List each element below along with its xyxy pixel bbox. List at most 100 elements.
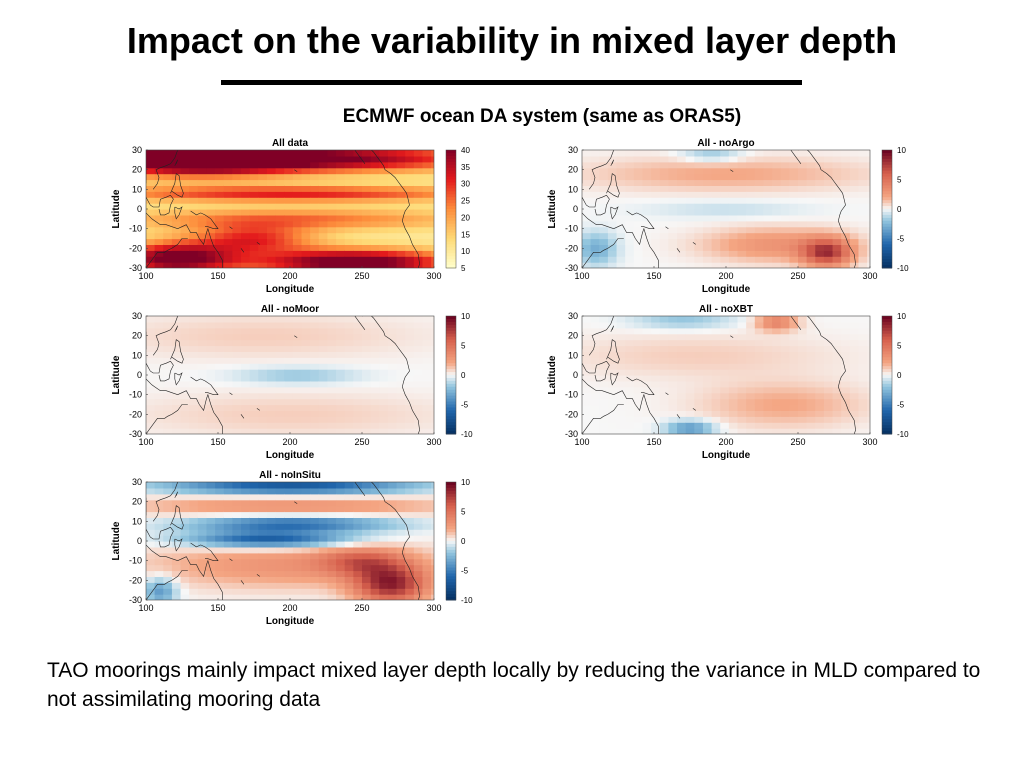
heatmap-cell (206, 517, 216, 524)
heatmap-cell (823, 191, 834, 198)
heatmap-cell (284, 422, 294, 429)
heatmap-cell (625, 410, 635, 417)
heatmap-cell (763, 386, 773, 394)
heatmap-cell (728, 363, 739, 370)
heatmap-cell (841, 398, 851, 406)
heatmap-cell (353, 203, 363, 210)
colorbar-segment (882, 425, 892, 429)
heatmap-cell (197, 339, 208, 347)
heatmap-cell (668, 386, 678, 394)
heatmap-cell (659, 232, 669, 240)
heatmap-cell (379, 369, 389, 376)
heatmap-cell (413, 546, 424, 554)
heatmap-cell (266, 511, 277, 518)
heatmap-cell (163, 499, 173, 507)
heatmap-cell (798, 316, 808, 323)
heatmap-cell (266, 588, 277, 595)
heatmap-cell (823, 262, 834, 268)
heatmap-cell (232, 185, 242, 192)
heatmap-cell (266, 191, 277, 198)
heatmap-cell (241, 232, 251, 240)
heatmap-cell (146, 392, 156, 400)
colorbar-segment (446, 351, 456, 355)
heatmap-cell (292, 564, 303, 572)
heatmap-cell (284, 582, 294, 589)
heatmap-cell (180, 209, 190, 216)
coastline-segment (692, 242, 696, 245)
heatmap-cell (763, 238, 773, 245)
y-tick-label: -30 (129, 263, 142, 273)
heatmap-cell (832, 167, 842, 175)
heatmap-cell (318, 369, 329, 376)
heatmap-cell (232, 173, 242, 181)
heatmap-cell (180, 167, 190, 175)
heatmap-cell (215, 380, 225, 388)
heatmap-cell (387, 250, 398, 257)
heatmap-cell (146, 535, 156, 542)
heatmap-cell (607, 416, 618, 423)
heatmap-cell (737, 333, 747, 341)
coastline-segment (626, 210, 655, 229)
heatmap-cell (841, 191, 851, 198)
heatmap-cell (327, 588, 337, 595)
heatmap-cell (720, 386, 730, 394)
heatmap-cell (728, 179, 739, 186)
heatmap-cell (370, 262, 380, 268)
heatmap-cell (806, 155, 816, 163)
heatmap-cell (275, 179, 285, 186)
heatmap-cell (370, 333, 380, 341)
coastline-segment (253, 278, 254, 280)
heatmap-cell (737, 398, 747, 406)
heatmap-cell (789, 339, 799, 347)
x-tick-label: 300 (426, 603, 441, 613)
heatmap-cell (362, 541, 372, 548)
heatmap-cell (677, 173, 687, 181)
heatmap-cell (327, 316, 337, 323)
heatmap-cell (387, 422, 398, 429)
heatmap-cell (379, 529, 389, 536)
heatmap-cell (301, 232, 311, 240)
heatmap-cell (746, 398, 756, 406)
heatmap-cell (659, 369, 669, 376)
heatmap-cell (232, 523, 242, 530)
heatmap-cell (431, 570, 434, 577)
heatmap-cell (431, 351, 434, 358)
x-tick-label: 250 (354, 271, 369, 281)
heatmap-cell (867, 410, 870, 417)
heatmap-cell (849, 220, 860, 228)
heatmap-cell (197, 410, 208, 417)
heatmap-cell (413, 517, 424, 524)
heatmap-cell (180, 535, 190, 542)
heatmap-cell (405, 327, 415, 335)
heatmap-cell (599, 363, 609, 370)
heatmap-cell (327, 428, 337, 434)
heatmap-cell (232, 428, 242, 434)
heatmap-cell (154, 345, 164, 352)
heatmap-cell (258, 570, 268, 577)
heatmap-cell (685, 214, 695, 222)
heatmap-cell (301, 564, 311, 572)
heatmap-cell (146, 232, 156, 240)
heatmap-cell (616, 339, 626, 347)
heatmap-cell (154, 511, 164, 518)
heatmap-cell (413, 351, 424, 358)
heatmap-cell (754, 386, 765, 394)
heatmap-cell (275, 363, 285, 370)
heatmap-cell (301, 262, 311, 268)
x-tick-label: 250 (790, 437, 805, 447)
heatmap-cell (223, 262, 233, 268)
heatmap-cell (849, 203, 860, 210)
heatmap-cell (405, 185, 415, 192)
heatmap-cell (146, 327, 156, 335)
heatmap-cell (413, 482, 424, 489)
heatmap-cell (258, 369, 268, 376)
heatmap-cell (232, 582, 242, 589)
heatmap-cell (327, 191, 337, 198)
coastline-segment (362, 150, 420, 268)
heatmap-cell (711, 392, 721, 400)
heatmap-cell (668, 173, 678, 181)
heatmap-cell (823, 422, 834, 429)
heatmap-cell (353, 505, 363, 513)
heatmap-cell (702, 316, 713, 323)
heatmap-cell (223, 392, 233, 400)
